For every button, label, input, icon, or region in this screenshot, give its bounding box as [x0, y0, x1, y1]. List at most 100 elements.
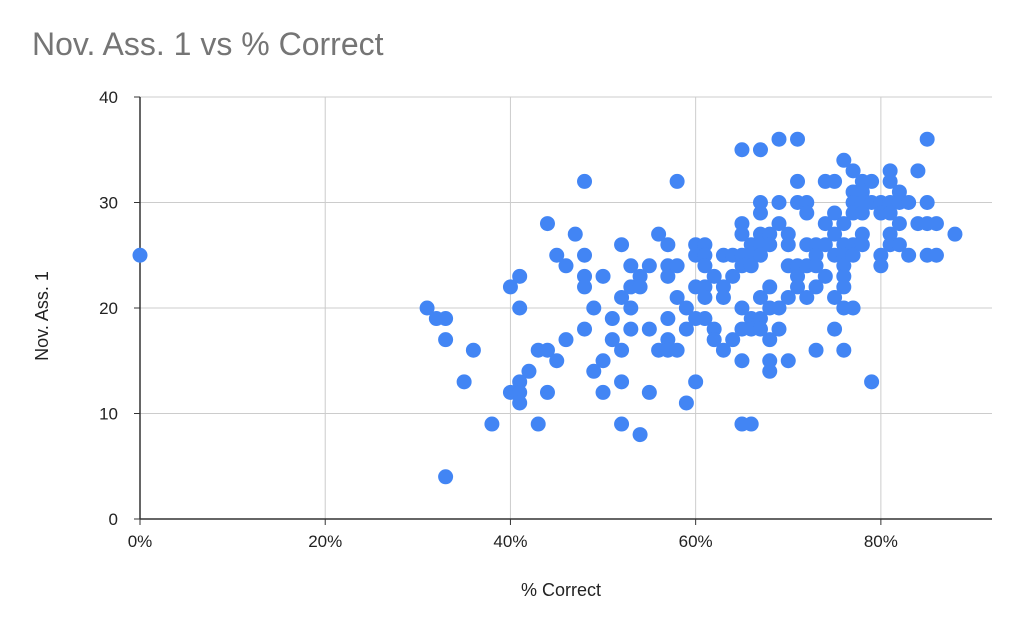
data-point — [456, 374, 472, 390]
x-tick-label: 80% — [864, 532, 898, 551]
data-point — [799, 195, 815, 210]
data-point — [549, 247, 565, 263]
data-point — [595, 384, 611, 400]
data-point — [817, 216, 833, 232]
data-point — [762, 332, 778, 348]
data-point — [762, 237, 778, 253]
data-point — [808, 279, 824, 295]
data-point — [854, 237, 870, 253]
data-point — [771, 131, 787, 147]
data-point — [734, 216, 750, 232]
data-point — [614, 289, 630, 305]
data-point — [836, 342, 852, 358]
y-tick-labels: 0 10 20 30 40 — [99, 88, 118, 529]
y-axis-title: Nov. Ass. 1 — [32, 271, 52, 361]
data-point — [790, 131, 806, 147]
data-point — [752, 205, 768, 221]
data-point — [827, 321, 843, 337]
data-point — [706, 321, 722, 337]
data-point — [845, 300, 861, 316]
data-point — [419, 300, 435, 316]
data-point — [780, 237, 796, 253]
data-point — [836, 152, 852, 168]
data-point — [817, 237, 833, 253]
data-point — [827, 226, 843, 242]
data-point — [688, 374, 704, 390]
data-point — [595, 268, 611, 284]
data-point — [762, 363, 778, 379]
data-point — [780, 353, 796, 369]
data-point — [577, 279, 593, 295]
data-point — [762, 226, 778, 242]
data-point — [827, 289, 843, 305]
data-point — [502, 279, 518, 295]
grid-lines — [140, 96, 992, 519]
data-point — [595, 353, 611, 369]
data-point — [558, 332, 574, 348]
data-point — [614, 374, 630, 390]
data-point — [678, 395, 694, 411]
data-point — [632, 279, 648, 295]
data-point — [780, 226, 796, 242]
x-tick-label: 60% — [679, 532, 713, 551]
data-point — [854, 226, 870, 242]
data-point — [901, 247, 917, 263]
data-point — [660, 311, 676, 327]
data-point — [512, 384, 528, 400]
data-point — [947, 226, 963, 242]
data-points — [132, 131, 963, 485]
data-point — [762, 279, 778, 295]
data-point — [845, 163, 861, 179]
y-tick-label: 0 — [109, 510, 118, 529]
data-point — [919, 131, 935, 147]
data-point — [614, 342, 630, 358]
data-point — [864, 374, 880, 390]
data-point — [873, 247, 889, 263]
data-point — [438, 311, 454, 327]
data-point — [743, 416, 759, 432]
data-point — [484, 416, 500, 432]
data-point — [771, 216, 787, 232]
data-point — [928, 247, 944, 263]
data-point — [891, 216, 907, 232]
data-point — [752, 195, 768, 210]
x-tick-label: 0% — [128, 532, 153, 551]
data-point — [623, 300, 639, 316]
data-point — [734, 142, 750, 158]
data-point — [669, 258, 685, 274]
x-tick-labels: 0% 20% 40% 60% 80% — [128, 532, 898, 551]
x-axis-title: % Correct — [521, 580, 601, 600]
data-point — [577, 268, 593, 284]
data-point — [678, 321, 694, 337]
data-point — [669, 173, 685, 189]
data-point — [697, 279, 713, 295]
data-point — [845, 247, 861, 263]
data-point — [725, 268, 741, 284]
data-point — [799, 289, 815, 305]
chart-title: Nov. Ass. 1 vs % Correct — [32, 26, 384, 62]
data-point — [512, 395, 528, 411]
data-point — [614, 237, 630, 253]
data-point — [882, 226, 898, 242]
data-point — [752, 321, 768, 337]
data-point — [873, 258, 889, 274]
data-point — [882, 173, 898, 189]
data-point — [799, 205, 815, 221]
data-point — [697, 311, 713, 327]
data-point — [604, 332, 620, 348]
data-point — [771, 321, 787, 337]
data-point — [836, 279, 852, 295]
data-point — [882, 163, 898, 179]
data-point — [438, 332, 454, 348]
y-tick-label: 20 — [99, 299, 118, 318]
data-point — [734, 300, 750, 316]
data-point — [752, 289, 768, 305]
data-point — [521, 363, 537, 379]
data-point — [539, 342, 555, 358]
data-point — [771, 195, 787, 210]
data-point — [651, 226, 667, 242]
data-point — [827, 205, 843, 221]
y-tick-label: 40 — [99, 88, 118, 107]
data-point — [901, 195, 917, 210]
data-point — [752, 311, 768, 327]
